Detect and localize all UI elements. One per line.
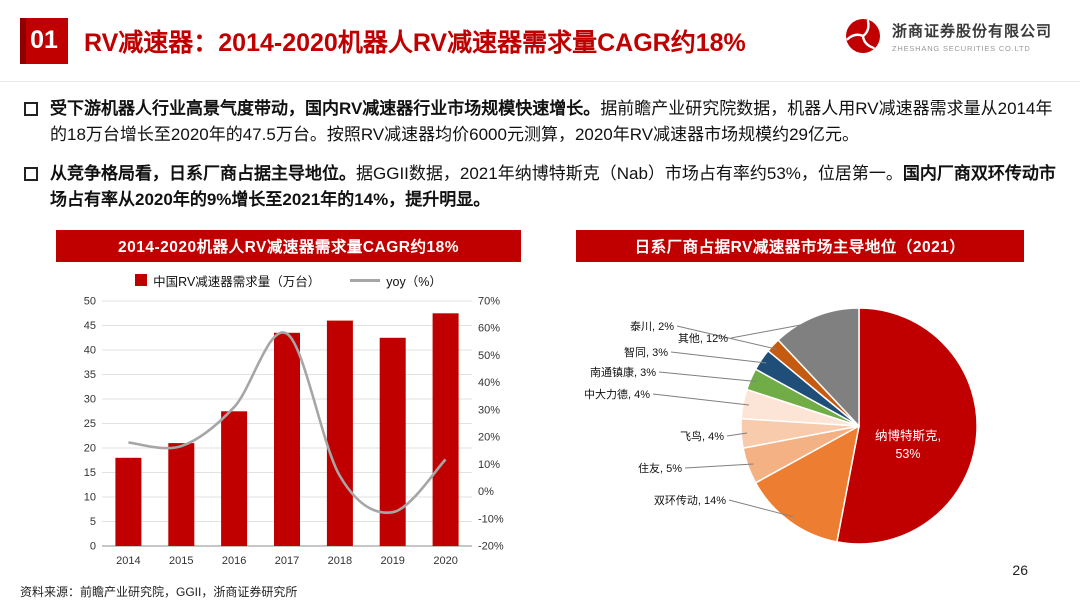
svg-text:-20%: -20% — [478, 541, 504, 553]
bullet-square-marker — [24, 102, 38, 116]
page-title: RV减速器：2014-2020机器人RV减速器需求量CAGR约18% — [84, 28, 746, 57]
svg-text:2016: 2016 — [222, 555, 246, 567]
svg-text:70%: 70% — [478, 296, 500, 308]
zheshang-logo-icon — [845, 19, 880, 53]
svg-text:0: 0 — [90, 541, 96, 553]
svg-text:飞鸟, 4%: 飞鸟, 4% — [680, 429, 724, 443]
svg-text:50%: 50% — [478, 350, 500, 362]
pie-chart-title-banner: 日系厂商占据RV减速器市场主导地位（2021） — [576, 230, 1024, 262]
bullet-item: 从竞争格局看，日系厂商占据主导地位。据GGII数据，2021年纳博特斯克（Nab… — [24, 161, 1056, 214]
svg-text:泰川, 2%: 泰川, 2% — [630, 319, 674, 333]
svg-text:2019: 2019 — [380, 555, 404, 567]
svg-text:南通镇康, 3%: 南通镇康, 3% — [590, 365, 656, 379]
company-name-block: 浙商证券股份有限公司 ZHESHANG SECURITIES CO.LTD — [892, 20, 1052, 53]
header: 01 RV减速器：2014-2020机器人RV减速器需求量CAGR约18% 浙商… — [0, 0, 1080, 82]
svg-text:纳博特斯克,: 纳博特斯克, — [875, 428, 941, 443]
svg-text:0%: 0% — [478, 486, 494, 498]
bar-chart-legend: 中国RV减速器需求量（万台） yoy（%） — [56, 271, 521, 289]
svg-text:10: 10 — [84, 492, 96, 504]
svg-text:40%: 40% — [478, 377, 500, 389]
line-swatch — [350, 278, 381, 282]
svg-text:53%: 53% — [895, 447, 920, 461]
svg-text:2020: 2020 — [433, 555, 457, 567]
charts-row: 2014-2020机器人RV减速器需求量CAGR约18% 中国RV减速器需求量（… — [56, 230, 1024, 578]
svg-text:2015: 2015 — [169, 555, 193, 567]
bar-line-chart: 0 5 10 15 20 25 30 35 40 45 50 -20% -10% 0% 10% 20% 30% 4… — [56, 289, 521, 578]
svg-text:智同, 3%: 智同, 3% — [624, 345, 668, 359]
summary-bullets: 受下游机器人行业高景气度带动，国内RV减速器行业市场规模快速增长。据前瞻产业研究… — [24, 96, 1056, 225]
svg-text:15: 15 — [84, 467, 96, 479]
bullet-item: 受下游机器人行业高景气度带动，国内RV减速器行业市场规模快速增长。据前瞻产业研究… — [24, 96, 1056, 149]
pie-chart-svg: 纳博特斯克, 53% 双环传动, 14% 住友, 5% 飞鸟, 4% 中大力德, 4% 南通… — [584, 307, 978, 545]
svg-text:60%: 60% — [478, 323, 500, 335]
svg-text:10%: 10% — [478, 459, 500, 471]
svg-text:双环传动, 14%: 双环传动, 14% — [654, 494, 726, 507]
svg-text:-10%: -10% — [478, 513, 504, 525]
svg-text:中大力德, 4%: 中大力德, 4% — [584, 387, 650, 401]
svg-text:20%: 20% — [478, 432, 500, 444]
svg-text:25: 25 — [84, 418, 96, 430]
bar-chart-title-banner: 2014-2020机器人RV减速器需求量CAGR约18% — [56, 230, 521, 262]
bar-chart-panel: 2014-2020机器人RV减速器需求量CAGR约18% 中国RV减速器需求量（… — [56, 230, 521, 578]
company-logo: 浙商证券股份有限公司 ZHESHANG SECURITIES CO.LTD — [843, 16, 1052, 56]
pie-chart-panel: 日系厂商占据RV减速器市场主导地位（2021） 纳博特斯克, 53% 双环传动, 1… — [576, 230, 1024, 578]
pie-chart: 纳博特斯克, 53% 双环传动, 14% 住友, 5% 飞鸟, 4% 中大力德, 4% 南通… — [576, 262, 1024, 573]
svg-text:2014: 2014 — [116, 555, 140, 567]
svg-text:2018: 2018 — [328, 555, 352, 567]
svg-text:30: 30 — [84, 394, 96, 406]
svg-text:住友, 5%: 住友, 5% — [638, 461, 682, 475]
company-name: 浙商证券股份有限公司 — [891, 22, 1052, 40]
bullet-text: 从竞争格局看，日系厂商占据主导地位。据GGII数据，2021年纳博特斯克（Nab… — [50, 163, 1056, 210]
svg-text:35: 35 — [84, 369, 96, 381]
bullet-text: 受下游机器人行业高景气度带动，国内RV减速器行业市场规模快速增长。据前瞻产业研究… — [50, 99, 1053, 145]
legend-item: yoy（%） — [350, 271, 442, 290]
legend-item: 中国RV减速器需求量（万台） — [135, 271, 320, 290]
svg-text:2017: 2017 — [275, 555, 299, 567]
svg-text:45: 45 — [84, 320, 96, 332]
svg-text:40: 40 — [84, 345, 96, 357]
bar-swatch — [135, 274, 148, 286]
bar-chart-svg: 0 5 10 15 20 25 30 35 40 45 50 -20% -10% 0% 10% 20% 30% 4… — [84, 296, 504, 568]
company-name-en: ZHESHANG SECURITIES CO.LTD — [891, 43, 1031, 53]
svg-text:5: 5 — [90, 516, 96, 528]
section-number: 01 — [30, 26, 58, 54]
svg-text:30%: 30% — [478, 404, 500, 416]
bullet-square-marker — [24, 166, 38, 181]
page-number: 26 — [1012, 562, 1028, 578]
svg-text:其他, 12%: 其他, 12% — [678, 332, 728, 345]
section-number-badge: 01 — [20, 17, 68, 64]
svg-text:50: 50 — [84, 296, 96, 308]
source-note: 资料来源：前瞻产业研究院，GGII，浙商证券研究所 — [20, 585, 298, 599]
svg-text:20: 20 — [84, 443, 96, 455]
